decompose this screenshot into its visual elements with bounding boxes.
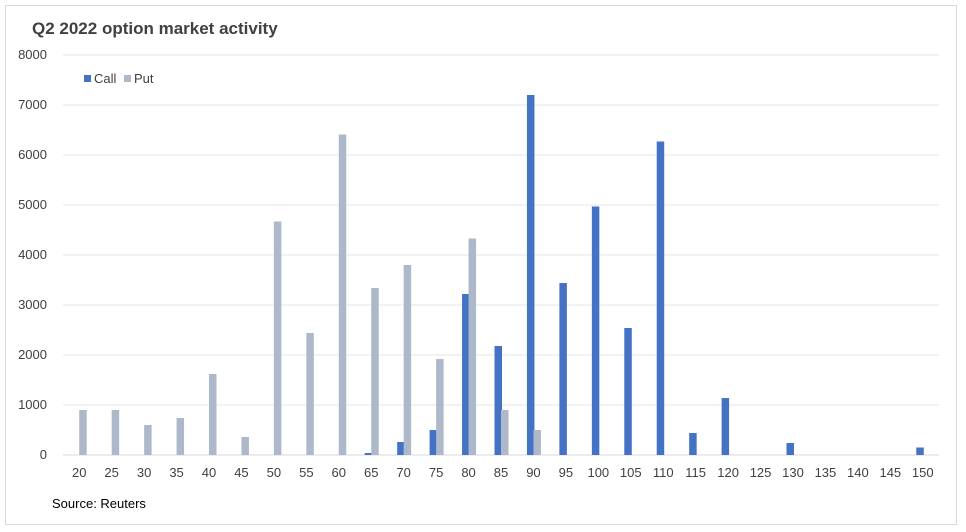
bar-put-55	[306, 333, 314, 455]
bar-call-110	[656, 141, 665, 455]
x-tick-label: 150	[912, 465, 934, 480]
x-tick-label: 85	[494, 465, 508, 480]
x-tick-label: 55	[299, 465, 313, 480]
x-tick-label: 90	[526, 465, 540, 480]
legend: Call Put	[84, 71, 154, 86]
bar-call-85	[494, 346, 502, 455]
bar-put-90	[533, 430, 541, 455]
bar-put-45	[241, 437, 249, 455]
x-tick-label: 110	[653, 465, 674, 480]
bar-call-80	[462, 294, 470, 455]
y-tick-label: 2000	[18, 347, 47, 362]
y-tick-label: 5000	[18, 197, 47, 212]
legend-swatch-call	[84, 75, 91, 82]
x-tick-label: 125	[750, 465, 772, 480]
bar-put-30	[144, 425, 152, 455]
bar-call-100	[591, 206, 600, 455]
legend-label-call: Call	[94, 71, 117, 86]
bar-call-120	[721, 398, 730, 455]
x-tick-label: 30	[137, 465, 151, 480]
legend-swatch-put	[124, 75, 131, 82]
x-tick-label: 20	[72, 465, 86, 480]
bar-call-70	[397, 442, 405, 455]
y-tick-label: 1000	[18, 397, 47, 412]
x-tick-label: 115	[685, 465, 706, 480]
x-axis: 20 25 30 35 40 45 50 55 60 65 70 75 80 85 90 95 100 105 11…	[72, 465, 934, 480]
y-tick-label: 7000	[18, 97, 47, 112]
bar-call-130	[786, 443, 794, 455]
x-tick-label: 70	[396, 465, 410, 480]
y-tick-label: 6000	[18, 147, 47, 162]
x-tick-label: 60	[332, 465, 346, 480]
chart-title: Q2 2022 option market activity	[32, 19, 278, 38]
bar-put-60	[338, 134, 347, 455]
legend-label-put: Put	[134, 71, 154, 86]
y-tick-label: 4000	[18, 247, 47, 262]
y-axis: 0 1000 2000 3000 4000 5000 6000 7000 8000	[18, 47, 47, 462]
y-tick-label: 0	[40, 447, 47, 462]
bar-put-25	[111, 410, 120, 455]
x-tick-label: 35	[169, 465, 183, 480]
bar-put-70	[403, 265, 412, 455]
bar-call-65	[364, 453, 373, 455]
x-tick-label: 75	[429, 465, 443, 480]
x-tick-label: 120	[717, 465, 739, 480]
x-tick-label: 105	[620, 465, 642, 480]
x-tick-label: 80	[461, 465, 475, 480]
bar-put-65	[371, 288, 379, 455]
x-tick-label: 145	[879, 465, 901, 480]
x-tick-label: 95	[559, 465, 573, 480]
bar-put-50	[273, 221, 282, 455]
x-tick-label: 130	[782, 465, 804, 480]
x-tick-label: 135	[815, 465, 837, 480]
bar-put-75	[436, 359, 444, 455]
bar-call-105	[624, 328, 632, 455]
x-tick-label: 40	[202, 465, 216, 480]
bar-call-95	[559, 283, 567, 455]
bar-call-75	[429, 430, 438, 455]
bar-put-85	[501, 410, 509, 455]
bar-call-150	[916, 447, 924, 455]
bar-put-35	[176, 418, 185, 455]
bar-call-115	[689, 433, 697, 455]
bar-put-20	[79, 410, 87, 455]
chart-frame	[5, 5, 957, 525]
x-tick-label: 45	[234, 465, 248, 480]
bars	[79, 95, 924, 455]
y-tick-label: 8000	[18, 47, 47, 62]
y-tick-label: 3000	[18, 297, 47, 312]
source-note: Source: Reuters	[52, 496, 146, 511]
bar-put-80	[468, 238, 477, 455]
x-tick-label: 25	[104, 465, 118, 480]
x-tick-label: 50	[267, 465, 281, 480]
x-tick-label: 140	[847, 465, 869, 480]
x-tick-label: 100	[587, 465, 609, 480]
bar-call-90	[526, 95, 535, 455]
bar-put-40	[209, 374, 217, 455]
x-tick-label: 65	[364, 465, 378, 480]
